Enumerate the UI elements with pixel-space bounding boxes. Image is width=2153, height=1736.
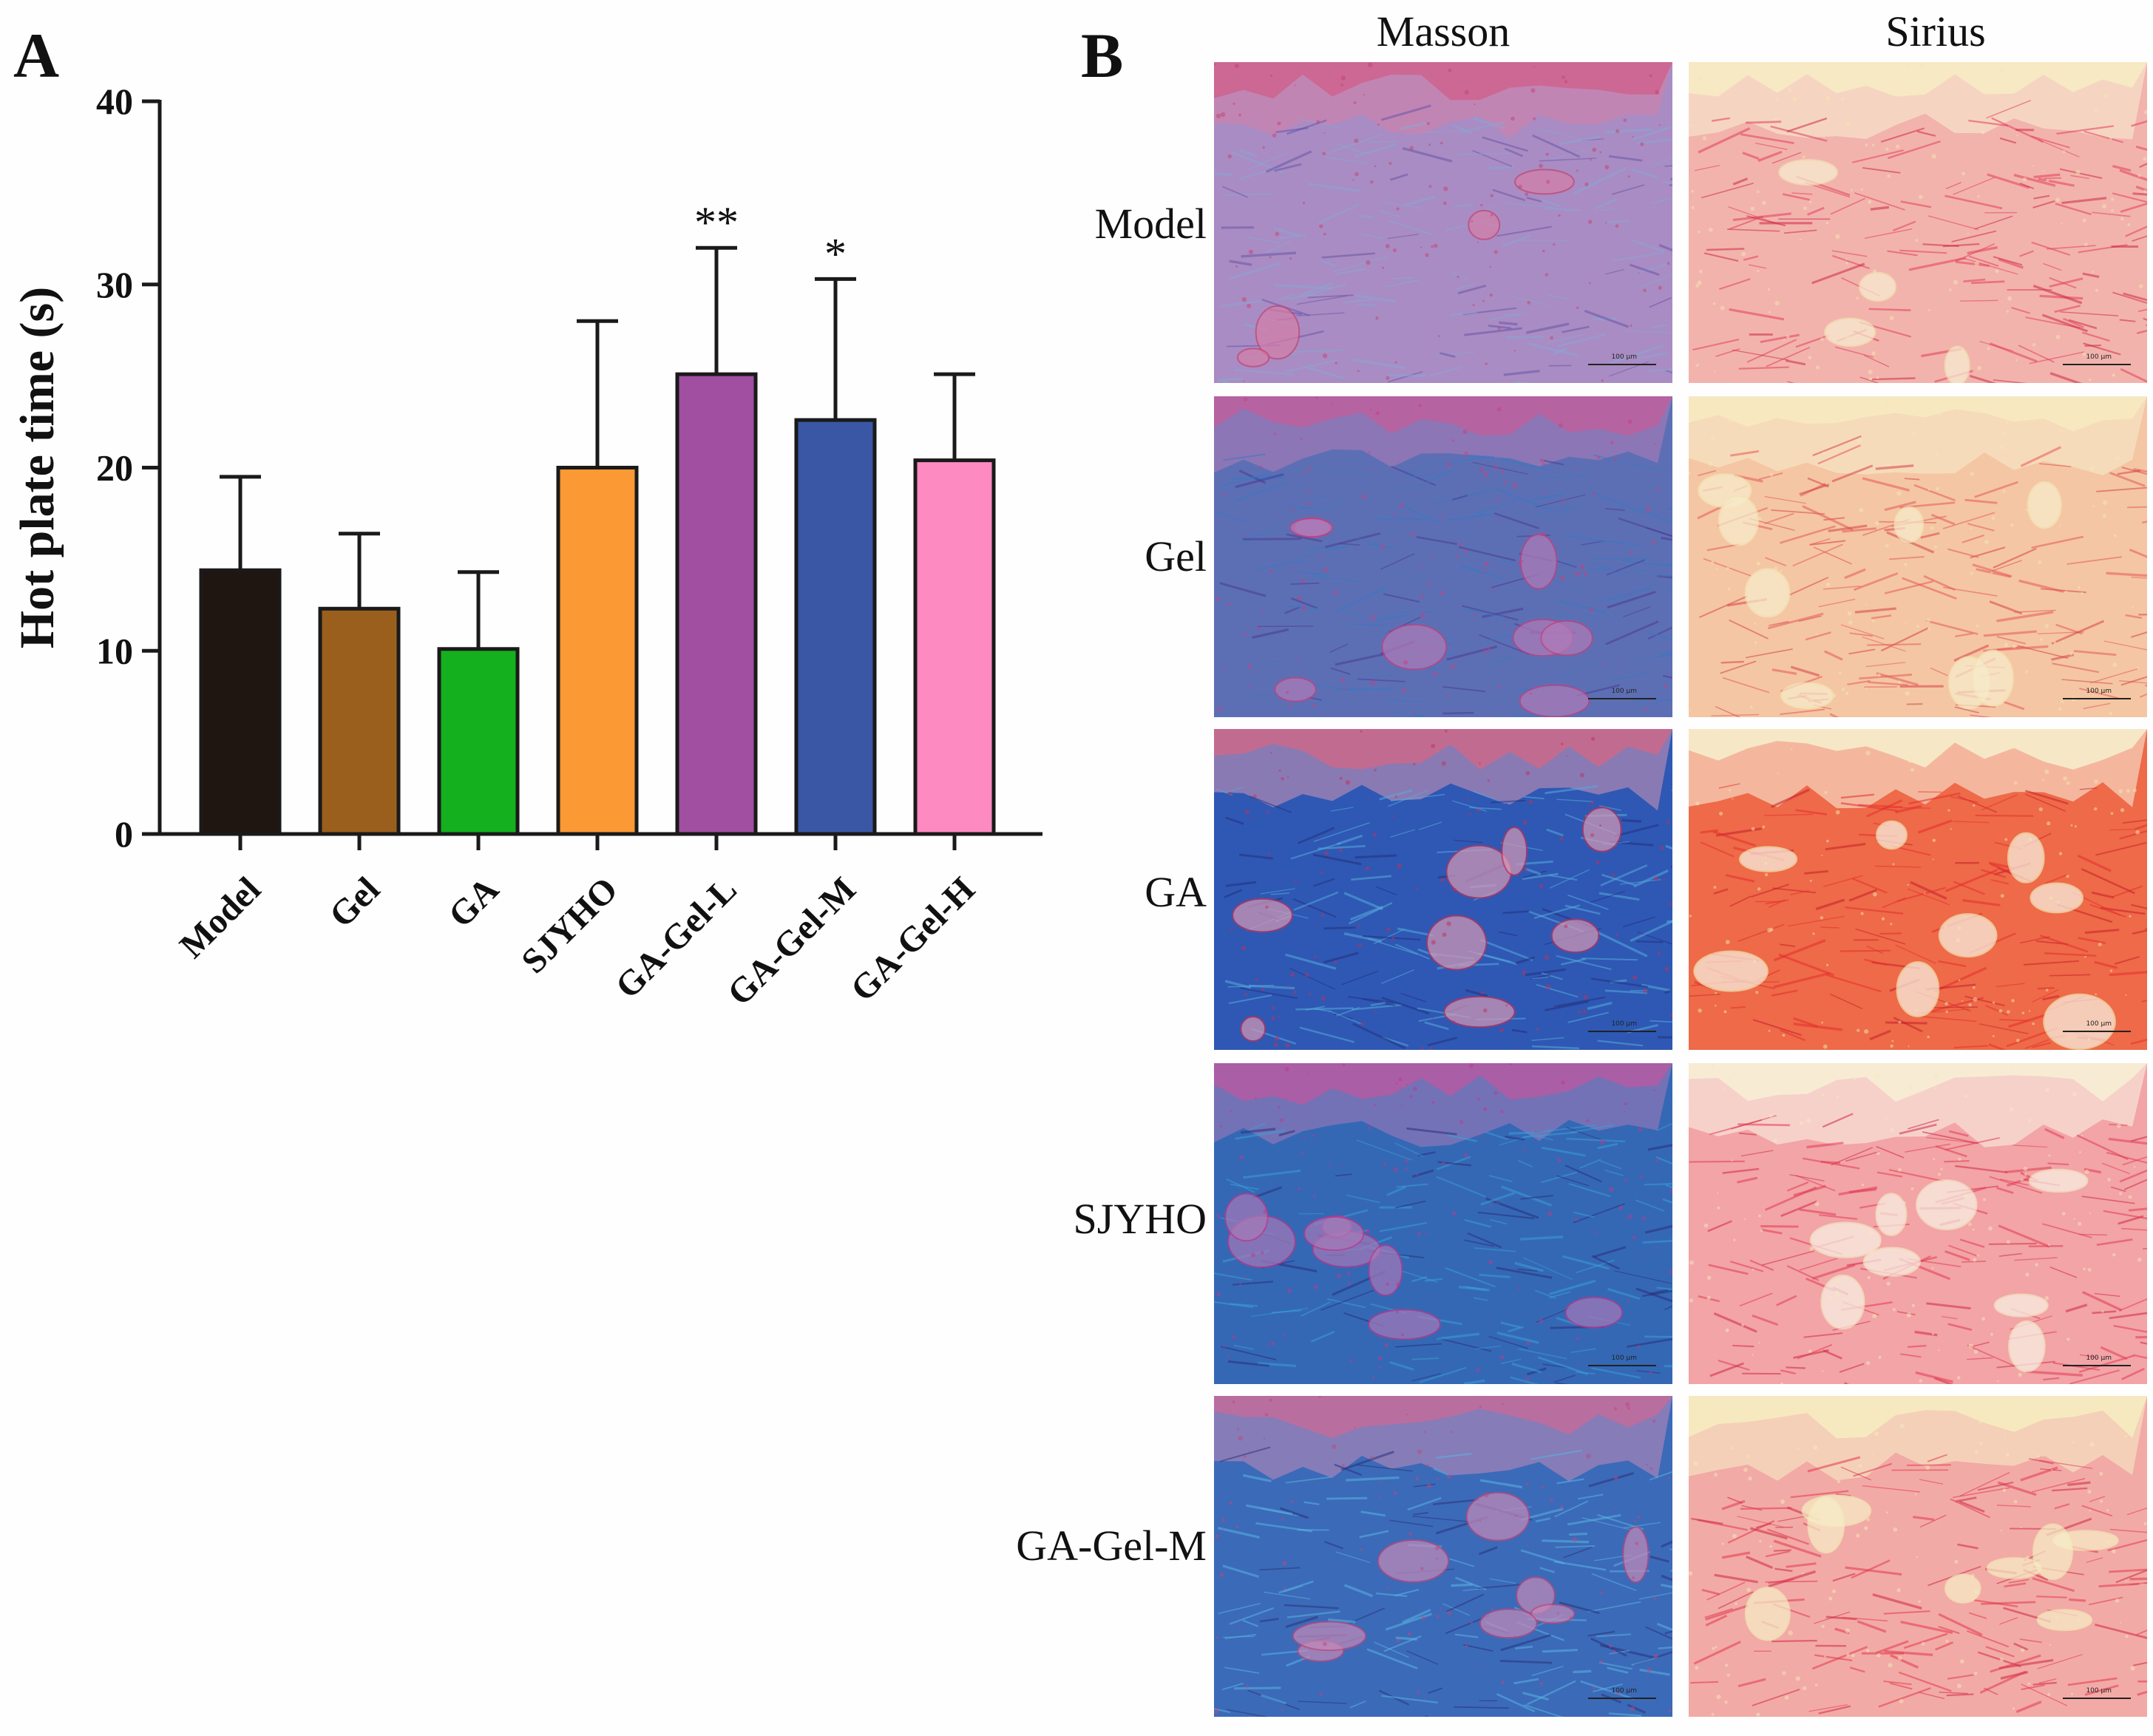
scale-bar	[1588, 1031, 1656, 1032]
scale-bar	[1588, 364, 1656, 365]
panel-b-label: B	[1081, 20, 1124, 91]
row-label-gel: Gel	[1145, 532, 1207, 580]
scale-bar-label: 100 μm	[1611, 688, 1637, 695]
row-label-model: Model	[1094, 200, 1207, 248]
scale-bar-label: 100 μm	[1611, 1687, 1637, 1695]
significance-ga-gel-m: *	[824, 229, 847, 278]
column-header-sirius: Sirius	[1885, 7, 1986, 55]
sirius-micrograph-gel: 100 μm	[1689, 396, 2147, 717]
bar-sjyho	[556, 466, 639, 836]
scale-bar	[2063, 1698, 2131, 1699]
scale-bar	[2063, 364, 2131, 365]
x-tick-label-model: Model	[172, 869, 268, 966]
scale-bar	[1588, 698, 1656, 699]
x-tick-label-ga: GA	[441, 869, 506, 935]
scale-bar	[2063, 1031, 2131, 1032]
sirius-micrograph-sjyho: 100 μm	[1689, 1063, 2147, 1384]
bar-ga-gel-l	[675, 372, 758, 836]
y-tick-label-10: 10	[96, 630, 133, 671]
column-header-masson: Masson	[1376, 7, 1511, 55]
scale-bar-label: 100 μm	[2086, 688, 2112, 695]
bar-gel	[318, 606, 401, 836]
row-label-ga-gel-m: GA-Gel-M	[1016, 1522, 1207, 1570]
masson-micrograph-ga-gel-m: 100 μm	[1214, 1396, 1672, 1717]
sirius-micrograph-ga: 100 μm	[1689, 729, 2147, 1050]
y-tick-label-20: 20	[96, 447, 133, 489]
masson-micrograph-gel: 100 μm	[1214, 396, 1672, 717]
sirius-micrograph-ga-gel-m: 100 μm	[1689, 1396, 2147, 1717]
masson-micrograph-sjyho: 100 μm	[1214, 1063, 1672, 1384]
bar-ga-gel-m	[794, 418, 877, 836]
masson-micrograph-model: 100 μm	[1214, 62, 1672, 383]
y-tick-label-30: 30	[96, 264, 133, 305]
row-label-ga: GA	[1145, 868, 1207, 916]
row-label-sjyho: SJYHO	[1073, 1195, 1207, 1243]
bar-model	[199, 568, 282, 836]
scale-bar-label: 100 μm	[2086, 1020, 2112, 1028]
x-tick-label-sjyho: SJYHO	[514, 869, 625, 981]
scale-bar	[2063, 1365, 2131, 1366]
scale-bar	[1588, 1698, 1656, 1699]
y-axis-title: Hot plate time (s)	[10, 287, 64, 648]
scale-bar-label: 100 μm	[1611, 353, 1637, 361]
x-tick-label-ga-gel-m: GA-Gel-M	[720, 869, 864, 1013]
panel-a-label: A	[13, 20, 60, 91]
y-tick-label-0: 0	[115, 813, 133, 855]
bar-ga	[437, 647, 520, 836]
bar-ga-gel-h	[913, 458, 996, 836]
x-tick-label-gel: Gel	[322, 869, 387, 935]
scale-bar-label: 100 μm	[2086, 353, 2112, 361]
scale-bar-label: 100 μm	[2086, 1687, 2112, 1695]
scale-bar-label: 100 μm	[2086, 1354, 2112, 1362]
bar-chart: 0 10 20 30 40 Hot plate time (s) Model Gel GA SJY…	[10, 81, 1042, 1013]
masson-micrograph-ga: 100 μm	[1214, 729, 1672, 1050]
y-tick-label-40: 40	[96, 81, 133, 122]
significance-ga-gel-l: **	[694, 198, 739, 247]
scale-bar	[1588, 1365, 1656, 1366]
scale-bar-label: 100 μm	[1611, 1354, 1637, 1362]
sirius-micrograph-model: 100 μm	[1689, 62, 2147, 383]
scale-bar-label: 100 μm	[1611, 1020, 1637, 1028]
scale-bar	[2063, 698, 2131, 699]
